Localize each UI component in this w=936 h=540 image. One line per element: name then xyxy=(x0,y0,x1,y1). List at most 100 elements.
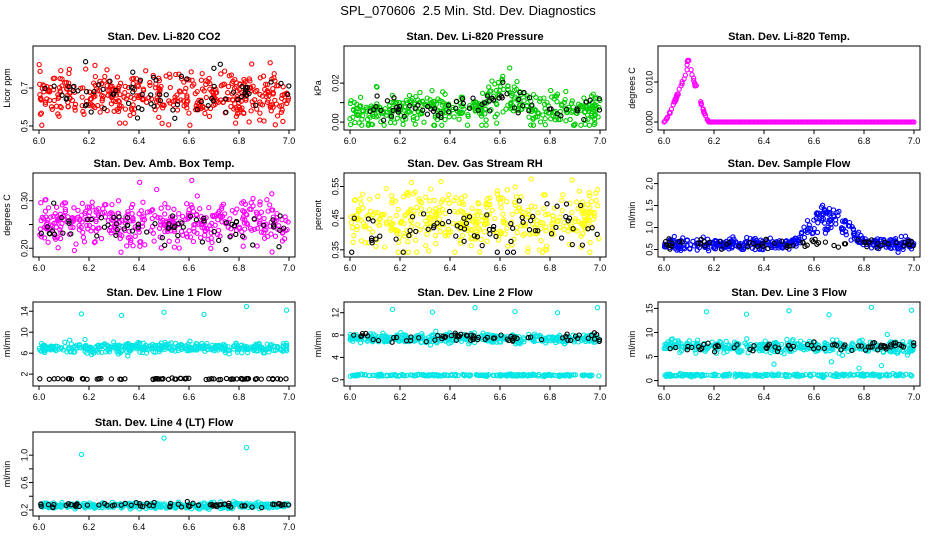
data-point-black xyxy=(578,202,584,209)
data-point-black xyxy=(594,231,600,237)
x-tick-label: 6.8 xyxy=(544,136,557,146)
data-point-red xyxy=(117,120,123,126)
data-point-magenta xyxy=(140,199,146,205)
data-point-red xyxy=(88,96,94,102)
data-point-yellow xyxy=(395,206,401,213)
data-point-green xyxy=(535,110,541,116)
data-point-magenta xyxy=(221,211,228,217)
data-point-red xyxy=(147,79,153,86)
data-point-yellow xyxy=(512,202,519,208)
data-point-magenta xyxy=(679,78,685,85)
data-point-yellow xyxy=(483,214,489,220)
data-point-magenta xyxy=(190,238,197,245)
data-point-magenta xyxy=(208,230,214,236)
data-point-cyan xyxy=(138,345,144,351)
data-point-blue xyxy=(801,234,808,241)
data-point-black xyxy=(270,222,277,228)
data-point-black xyxy=(581,116,587,123)
data-point-black xyxy=(285,91,291,98)
data-point-yellow xyxy=(458,195,465,201)
series-group xyxy=(347,65,603,128)
data-point-red xyxy=(203,94,209,101)
data-point-yellow xyxy=(458,208,464,214)
data-point-green xyxy=(581,95,587,101)
data-point-blue xyxy=(681,246,688,252)
data-point-magenta xyxy=(74,216,80,222)
data-point-green xyxy=(486,84,492,90)
data-point-yellow xyxy=(433,240,439,247)
data-point-blue xyxy=(736,241,742,247)
data-point-cyan xyxy=(147,346,153,352)
data-point-black xyxy=(198,98,204,105)
x-tick-label: 6.4 xyxy=(444,136,457,146)
data-point-black xyxy=(438,114,444,121)
data-point-black xyxy=(125,100,132,107)
data-point-red xyxy=(134,93,140,99)
data-point-black xyxy=(493,233,499,240)
data-point-black xyxy=(51,200,57,206)
data-point-black xyxy=(242,90,248,96)
data-point-red xyxy=(92,73,99,80)
data-point-black xyxy=(415,102,421,108)
data-point-green xyxy=(592,103,598,109)
data-point-red xyxy=(143,68,149,74)
data-point-green xyxy=(406,92,413,99)
data-point-yellow xyxy=(569,209,575,216)
data-point-magenta xyxy=(136,229,142,235)
data-point-green xyxy=(483,122,489,128)
data-point-black xyxy=(481,100,488,106)
data-point-black xyxy=(51,83,57,89)
data-point-yellow xyxy=(555,218,561,224)
data-point-red xyxy=(108,101,115,107)
data-point-red xyxy=(199,103,206,109)
data-point-yellow xyxy=(404,228,410,234)
data-point-cyan-outliers xyxy=(878,362,885,369)
data-point-red xyxy=(128,94,134,100)
data-point-yellow xyxy=(573,199,580,205)
data-point-black xyxy=(663,242,670,248)
data-point-yellow xyxy=(504,187,510,193)
data-point-magenta xyxy=(691,75,697,81)
data-point-cyan xyxy=(400,337,407,343)
data-point-black xyxy=(235,96,241,103)
data-point-black xyxy=(802,243,808,250)
data-point-red xyxy=(166,122,172,128)
y-tick-label: 0.30 xyxy=(19,192,29,210)
data-point-yellow xyxy=(408,179,415,186)
data-point-magenta xyxy=(166,238,172,244)
data-point-green xyxy=(437,98,443,104)
data-point-magenta xyxy=(151,238,157,244)
data-point-green xyxy=(508,100,514,107)
x-tick-label: 6.0 xyxy=(33,263,46,273)
data-point-yellow xyxy=(468,243,474,249)
data-point-magenta xyxy=(269,191,275,197)
data-point-black xyxy=(800,239,806,245)
data-point-red xyxy=(260,73,267,79)
data-point-red xyxy=(72,107,78,113)
data-point-black xyxy=(160,376,166,382)
x-tick-label: 7.0 xyxy=(908,392,921,402)
data-point-yellow xyxy=(433,209,439,215)
data-point-black xyxy=(121,226,127,232)
data-point-cyan-outliers xyxy=(826,312,832,318)
data-point-magenta xyxy=(90,224,96,231)
data-point-blue xyxy=(848,237,854,243)
data-point-yellow xyxy=(514,229,520,236)
data-point-green xyxy=(373,114,379,120)
data-point-yellow xyxy=(393,212,399,219)
data-point-cyan xyxy=(198,344,204,350)
y-tick-label: 12 xyxy=(330,308,340,318)
data-point-green xyxy=(461,106,467,112)
x-tick-label: 7.0 xyxy=(594,136,607,146)
data-point-green xyxy=(505,83,511,89)
data-point-red xyxy=(66,95,73,102)
data-point-yellow xyxy=(387,216,393,222)
data-point-magenta xyxy=(179,213,186,220)
data-point-black xyxy=(365,216,372,222)
data-point-black xyxy=(504,91,510,97)
data-point-black xyxy=(526,227,533,233)
data-point-cyan xyxy=(176,343,182,349)
data-point-black xyxy=(253,102,259,108)
data-point-red xyxy=(249,61,255,67)
